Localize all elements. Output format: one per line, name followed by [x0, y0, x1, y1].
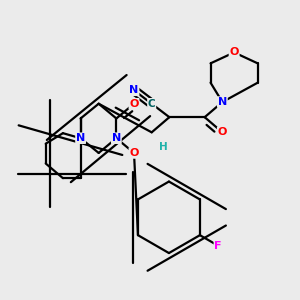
- Text: C: C: [148, 99, 155, 109]
- Text: O: O: [230, 47, 239, 57]
- Text: N: N: [129, 85, 139, 95]
- Text: N: N: [112, 133, 121, 143]
- Text: O: O: [129, 99, 139, 109]
- Text: O: O: [218, 127, 227, 137]
- Text: N: N: [218, 97, 227, 107]
- Text: N: N: [76, 133, 85, 143]
- Text: H: H: [159, 142, 168, 152]
- Text: O: O: [129, 148, 139, 158]
- Text: F: F: [214, 241, 222, 251]
